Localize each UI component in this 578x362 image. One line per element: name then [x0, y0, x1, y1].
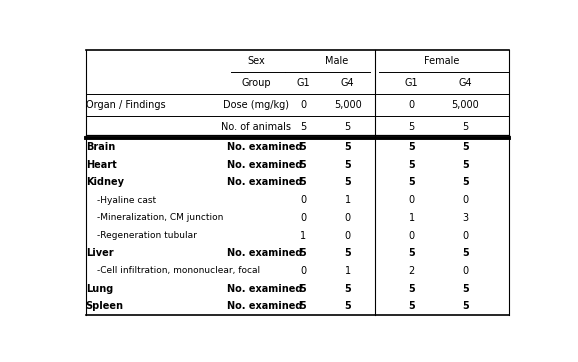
Text: 5: 5	[409, 160, 415, 170]
Text: 1: 1	[409, 213, 415, 223]
Text: No. of animals: No. of animals	[221, 122, 291, 132]
Text: -Cell infiltration, mononuclear, focal: -Cell infiltration, mononuclear, focal	[97, 266, 260, 275]
Text: 5: 5	[344, 177, 351, 188]
Text: 5: 5	[344, 142, 351, 152]
Text: 0: 0	[344, 213, 351, 223]
Text: No. examined: No. examined	[227, 142, 302, 152]
Text: 3: 3	[462, 213, 469, 223]
Text: 5: 5	[344, 284, 351, 294]
Text: Organ / Findings: Organ / Findings	[86, 100, 165, 110]
Text: No. examined: No. examined	[227, 177, 302, 188]
Text: Dose (mg/kg): Dose (mg/kg)	[223, 100, 289, 110]
Text: 0: 0	[462, 266, 469, 276]
Text: 5: 5	[344, 301, 351, 311]
Text: 0: 0	[300, 195, 306, 205]
Text: 5: 5	[299, 142, 306, 152]
Text: 0: 0	[409, 100, 415, 110]
Text: G4: G4	[341, 78, 354, 88]
Text: Heart: Heart	[86, 160, 116, 170]
Text: 5: 5	[462, 177, 469, 188]
Text: 5: 5	[409, 248, 415, 258]
Text: 0: 0	[462, 195, 469, 205]
Text: No. examined: No. examined	[227, 248, 302, 258]
Text: G1: G1	[296, 78, 310, 88]
Text: Female: Female	[424, 56, 460, 66]
Text: 5: 5	[344, 122, 351, 132]
Text: 5: 5	[462, 122, 469, 132]
Text: No. examined: No. examined	[227, 284, 302, 294]
Text: Lung: Lung	[86, 284, 113, 294]
Text: 0: 0	[300, 213, 306, 223]
Text: 0: 0	[300, 266, 306, 276]
Text: 5: 5	[409, 284, 415, 294]
Text: Kidney: Kidney	[86, 177, 124, 188]
Text: 1: 1	[344, 195, 351, 205]
Text: Sex: Sex	[247, 56, 265, 66]
Text: -Regeneration tubular: -Regeneration tubular	[97, 231, 197, 240]
Text: 5: 5	[462, 142, 469, 152]
Text: 1: 1	[300, 231, 306, 241]
Text: 5: 5	[299, 301, 306, 311]
Text: Spleen: Spleen	[86, 301, 124, 311]
Text: Male: Male	[325, 56, 348, 66]
Text: 5: 5	[299, 177, 306, 188]
Text: G1: G1	[405, 78, 418, 88]
Text: G4: G4	[459, 78, 472, 88]
Text: 1: 1	[344, 266, 351, 276]
Text: No. examined: No. examined	[227, 301, 302, 311]
Text: 5: 5	[299, 160, 306, 170]
Text: 5: 5	[462, 248, 469, 258]
Text: -Mineralization, CM junction: -Mineralization, CM junction	[97, 213, 223, 222]
Text: 5: 5	[299, 248, 306, 258]
Text: 5: 5	[409, 122, 415, 132]
Text: 5,000: 5,000	[451, 100, 479, 110]
Text: 5: 5	[409, 177, 415, 188]
Text: 0: 0	[462, 231, 469, 241]
Text: 5: 5	[344, 248, 351, 258]
Text: 5: 5	[462, 160, 469, 170]
Text: 5: 5	[462, 301, 469, 311]
Text: 0: 0	[409, 195, 415, 205]
Text: 5: 5	[344, 160, 351, 170]
Text: 0: 0	[344, 231, 351, 241]
Text: 0: 0	[409, 231, 415, 241]
Text: Liver: Liver	[86, 248, 113, 258]
Text: 5: 5	[299, 284, 306, 294]
Text: 2: 2	[409, 266, 415, 276]
Text: 5: 5	[462, 284, 469, 294]
Text: 5: 5	[300, 122, 306, 132]
Text: 5: 5	[409, 301, 415, 311]
Text: No. examined: No. examined	[227, 160, 302, 170]
Text: -Hyaline cast: -Hyaline cast	[97, 196, 156, 205]
Text: 0: 0	[300, 100, 306, 110]
Text: Brain: Brain	[86, 142, 115, 152]
Text: Group: Group	[241, 78, 271, 88]
Text: 5,000: 5,000	[334, 100, 362, 110]
Text: 5: 5	[409, 142, 415, 152]
